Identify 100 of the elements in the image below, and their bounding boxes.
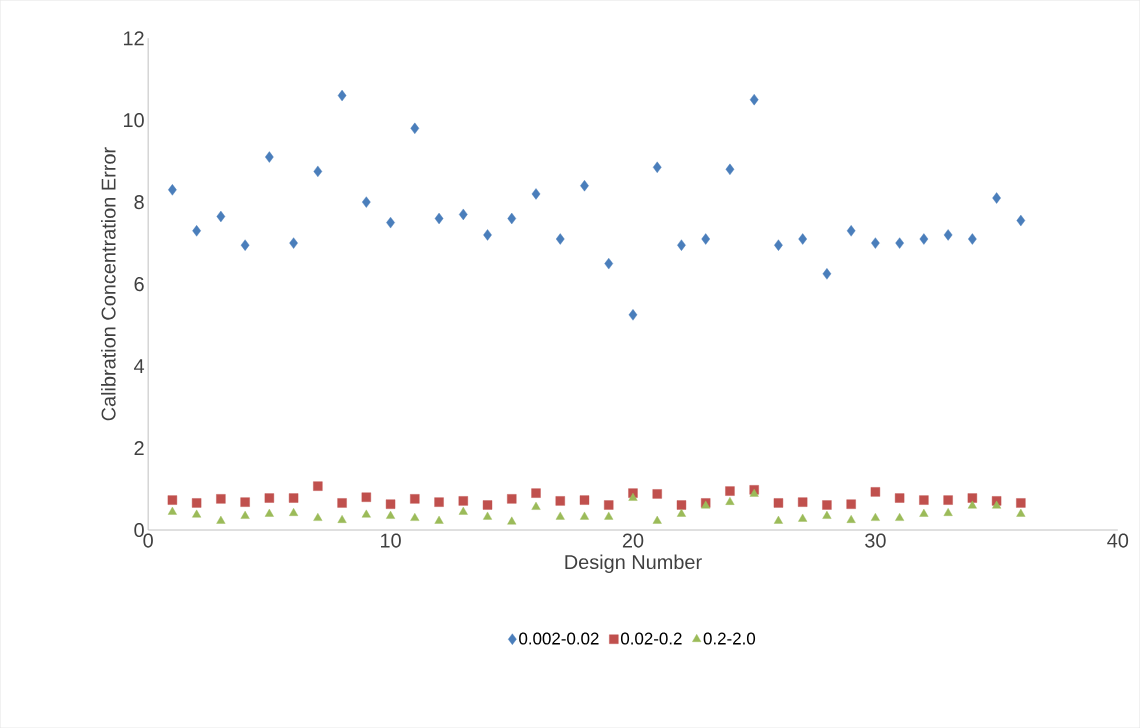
x-axis-title: Design Number	[565, 554, 702, 573]
point	[264, 508, 274, 517]
point	[725, 163, 735, 175]
point	[701, 233, 711, 245]
point	[822, 510, 832, 519]
legend-label: 0.02-0.2	[620, 632, 682, 645]
y-tick-label: 4	[134, 359, 145, 373]
point	[677, 239, 686, 251]
point	[483, 229, 492, 241]
y-tick-label: 12	[123, 31, 144, 46]
point	[361, 509, 371, 518]
point	[192, 225, 201, 237]
point	[507, 516, 517, 525]
y-tick-label: 10	[123, 113, 144, 128]
point	[895, 237, 904, 249]
point	[458, 496, 468, 506]
point	[943, 495, 953, 505]
point	[531, 501, 541, 510]
point	[604, 500, 614, 510]
point	[919, 495, 929, 505]
point	[555, 233, 565, 245]
point	[167, 506, 177, 515]
point	[385, 499, 396, 509]
point	[895, 512, 905, 521]
point	[968, 233, 977, 245]
point	[676, 500, 687, 510]
point	[337, 514, 347, 523]
point	[846, 499, 856, 509]
point	[361, 492, 371, 502]
x-tick-label: 10	[381, 533, 401, 548]
point	[216, 494, 226, 504]
point	[240, 510, 250, 519]
point	[652, 161, 662, 173]
point	[652, 489, 662, 499]
point	[386, 510, 396, 519]
point	[410, 512, 420, 521]
point	[313, 165, 323, 177]
point	[362, 196, 371, 208]
point	[434, 212, 444, 225]
y-tick-label: 6	[134, 276, 144, 292]
point	[555, 511, 565, 520]
point	[482, 500, 493, 510]
point	[483, 511, 493, 520]
point	[774, 239, 783, 251]
point	[434, 515, 444, 524]
point	[192, 509, 202, 518]
y-axis-title: Calibration Concentration Error	[101, 147, 116, 421]
point	[919, 233, 929, 245]
point	[870, 512, 880, 521]
point	[191, 498, 202, 508]
point	[313, 512, 323, 521]
point	[604, 257, 614, 270]
point	[531, 188, 541, 200]
x-tick-label: 40	[1107, 533, 1129, 548]
point	[313, 481, 323, 491]
point	[289, 237, 298, 249]
point	[265, 151, 274, 163]
point	[628, 492, 638, 501]
x-tick-label: 30	[865, 533, 886, 548]
point	[507, 212, 517, 225]
point	[507, 494, 517, 504]
point	[871, 237, 880, 249]
point	[555, 496, 565, 506]
point	[410, 122, 420, 134]
x-tick-label: 20	[622, 533, 644, 548]
point	[216, 210, 226, 223]
point	[240, 239, 250, 251]
point	[725, 496, 735, 505]
point	[798, 513, 808, 522]
point	[168, 184, 177, 196]
point	[725, 486, 735, 496]
point	[579, 511, 590, 520]
point	[240, 497, 250, 507]
point	[434, 497, 444, 507]
legend-label: 0.002-0.02	[519, 632, 599, 645]
point	[894, 493, 905, 503]
point	[846, 225, 856, 237]
point	[749, 93, 759, 106]
point	[579, 495, 590, 505]
point	[458, 506, 468, 515]
legend-label: 0.2-2.0	[703, 632, 756, 645]
point	[773, 498, 784, 508]
point	[531, 488, 541, 498]
point	[773, 515, 783, 524]
point	[458, 208, 468, 221]
point	[870, 487, 881, 497]
point	[797, 497, 808, 507]
point	[216, 515, 226, 524]
point	[337, 89, 347, 102]
point	[846, 514, 856, 523]
point	[967, 493, 978, 503]
point	[1016, 214, 1026, 227]
point	[1016, 508, 1026, 517]
point	[822, 268, 832, 280]
point	[676, 508, 686, 517]
point	[992, 192, 1001, 204]
point	[943, 229, 953, 241]
point	[288, 493, 299, 503]
point	[967, 500, 977, 509]
point	[992, 500, 1002, 509]
